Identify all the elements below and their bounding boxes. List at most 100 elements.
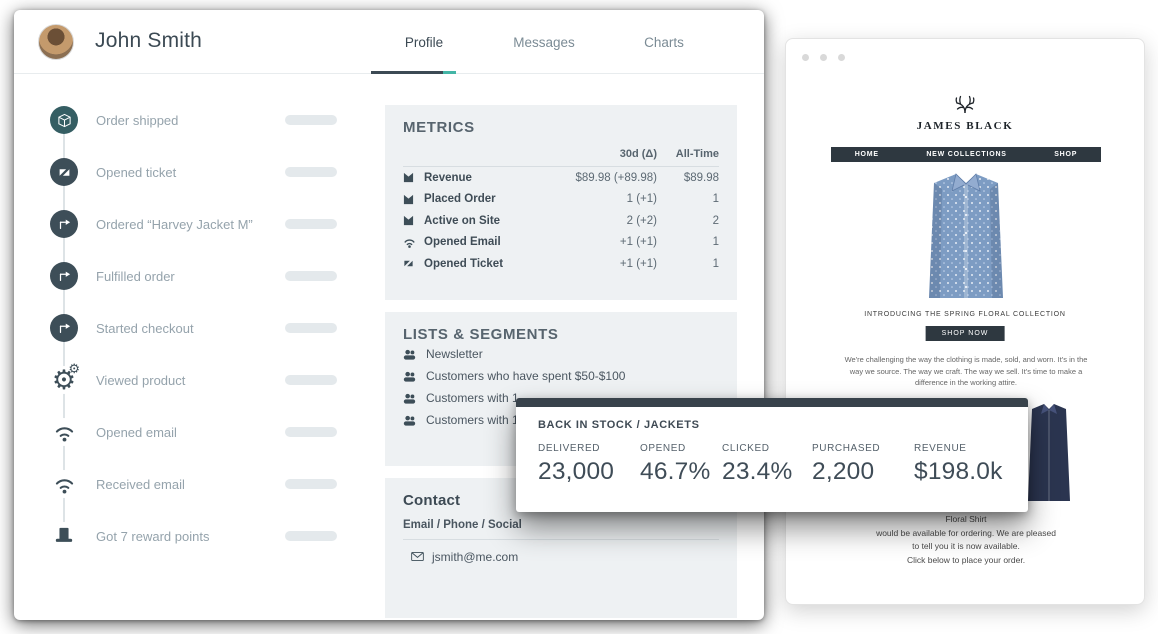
placeholder-bar: [285, 531, 337, 541]
tab-charts[interactable]: Charts: [604, 10, 724, 74]
stat-purchased: PURCHASED 2,200: [812, 443, 881, 485]
lists-title: LISTS & SEGMENTS: [403, 326, 559, 343]
email-body-text: We're challenging the way the clothing i…: [844, 355, 1088, 388]
active-tab-underline: [371, 71, 443, 74]
placeholder-bar: [285, 219, 337, 229]
window-dot-icon: [820, 54, 827, 61]
top-hat-icon: [50, 522, 78, 550]
metric-row-revenue: Revenue $89.98 (+89.98) $89.98: [403, 167, 719, 189]
metrics-column-headers: 30d (Δ) All-Time: [403, 148, 719, 167]
timeline-item-label: Got 7 reward points: [96, 528, 210, 544]
flag-chart-icon: [403, 172, 417, 183]
timeline-item-label: Opened email: [96, 424, 177, 440]
antlers-icon: [955, 95, 975, 114]
placeholder-bar: [285, 479, 337, 489]
page-title: John Smith: [95, 29, 203, 52]
stat-revenue: REVENUE $198.0k: [914, 443, 1003, 485]
order-arrow-icon: [50, 210, 78, 238]
people-icon: [403, 349, 418, 360]
campaign-stats-card: BACK IN STOCK / JACKETS DELIVERED 23,000…: [516, 398, 1028, 512]
email-headline: INTRODUCING THE SPRING FLORAL COLLECTION: [864, 311, 1066, 318]
email-preview-window: JAMES BLACK HOME NEW COLLECTIONS SHOP: [785, 38, 1145, 605]
timeline-item-label: Fulfilled order: [96, 268, 175, 284]
timeline-item-order-shipped[interactable]: Order shipped: [50, 106, 337, 134]
placeholder-bar: [285, 115, 337, 125]
placeholder-bar: [285, 427, 337, 437]
ticket-zendesk-icon: [403, 258, 417, 269]
stat-clicked: CLICKED 23.4%: [722, 443, 793, 485]
placeholder-bar: [285, 271, 337, 281]
placeholder-bar: [285, 323, 337, 333]
nav-shop[interactable]: SHOP: [1054, 151, 1078, 158]
metrics-panel: METRICS 30d (Δ) All-Time Revenue $89.98 …: [385, 105, 737, 300]
timeline-item-reward-points[interactable]: Got 7 reward points: [50, 522, 337, 550]
timeline-item-label: Started checkout: [96, 320, 194, 336]
order-arrow-icon: [50, 262, 78, 290]
order-arrow-icon: [50, 314, 78, 342]
contact-title: Contact: [403, 492, 461, 509]
flag-chart-icon: [403, 194, 417, 205]
navy-shirt-image: [1019, 400, 1079, 511]
timeline-item-started-checkout[interactable]: Started checkout: [50, 314, 337, 342]
timeline-item-ordered-product[interactable]: Ordered “Harvey Jacket M”: [50, 210, 337, 238]
list-item-spent-segment[interactable]: Customers who have spent $50-$100: [403, 365, 719, 387]
brand-logo: JAMES BLACK: [786, 95, 1144, 132]
col-alltime: All-Time: [675, 148, 719, 160]
activity-timeline: Order shipped Opened ticket Ordered “Har…: [50, 106, 337, 574]
timeline-item-opened-ticket[interactable]: Opened ticket: [50, 158, 337, 186]
people-icon: [403, 371, 418, 382]
window-dot-icon: [838, 54, 845, 61]
tab-profile[interactable]: Profile: [364, 10, 484, 74]
floral-shirt-image: [906, 169, 1026, 308]
profile-tabs: Profile Messages Charts: [364, 10, 724, 74]
timeline-item-label: Viewed product: [96, 372, 186, 388]
metrics-title: METRICS: [403, 119, 475, 136]
tab-messages[interactable]: Messages: [484, 10, 604, 74]
people-icon: [403, 415, 418, 426]
contact-email-value: jsmith@me.com: [432, 550, 519, 564]
metric-row-opened-email: Opened Email +1 (+1) 1: [403, 232, 719, 254]
timeline-item-label: Ordered “Harvey Jacket M”: [96, 216, 253, 232]
timeline-item-opened-email[interactable]: Opened email: [50, 418, 337, 446]
nav-new-collections[interactable]: NEW COLLECTIONS: [926, 151, 1007, 158]
flag-chart-icon: [403, 215, 417, 226]
email-signal-icon: [403, 237, 417, 248]
people-icon: [403, 393, 418, 404]
metric-row-placed-order: Placed Order 1 (+1) 1: [403, 189, 719, 211]
timeline-item-label: Order shipped: [96, 112, 179, 128]
package-box-icon: [50, 106, 78, 134]
nav-home[interactable]: HOME: [854, 151, 879, 158]
list-item-newsletter[interactable]: Newsletter: [403, 343, 719, 365]
contact-subtitle: Email / Phone / Social: [403, 519, 719, 540]
email-signal-icon: [50, 418, 78, 446]
list-item-segment-3[interactable]: Customers with 1: [403, 387, 719, 409]
envelope-icon: [411, 550, 424, 564]
ticket-zendesk-icon: [50, 158, 78, 186]
timeline-item-fulfilled-order[interactable]: Fulfilled order: [50, 262, 337, 290]
col-30d: 30d (Δ): [619, 148, 657, 160]
timeline-item-label: Received email: [96, 476, 185, 492]
shop-now-button[interactable]: SHOP NOW: [925, 326, 1005, 341]
email-footer-text: Floral Shirt would be available for orde…: [876, 514, 1056, 565]
metric-row-active-on-site: Active on Site 2 (+2) 2: [403, 210, 719, 232]
gear-icon: ⚙ ⚙: [50, 361, 80, 395]
metric-row-opened-ticket: Opened Ticket +1 (+1) 1: [403, 253, 719, 275]
stat-delivered: DELIVERED 23,000: [538, 443, 615, 485]
list-item-segment-4[interactable]: Customers with 1: [403, 409, 719, 431]
stats-row: DELIVERED 23,000 OPENED 46.7% CLICKED 23…: [538, 443, 1028, 486]
email-navbar: HOME NEW COLLECTIONS SHOP: [831, 147, 1101, 162]
timeline-item-received-email[interactable]: Received email: [50, 470, 337, 498]
placeholder-bar: [285, 375, 337, 385]
active-tab-accent: [443, 71, 456, 74]
profile-header: John Smith Profile Messages Charts: [14, 10, 764, 74]
contact-email-row[interactable]: jsmith@me.com: [403, 550, 719, 564]
customer-profile-card: John Smith Profile Messages Charts Order…: [14, 10, 764, 620]
stats-card-top-strip: [516, 398, 1028, 407]
email-signal-icon: [50, 470, 78, 498]
stats-card-title: BACK IN STOCK / JACKETS: [538, 419, 700, 431]
brand-name: JAMES BLACK: [916, 120, 1014, 132]
timeline-item-viewed-product[interactable]: ⚙ ⚙ Viewed product: [50, 361, 337, 395]
stat-opened: OPENED 46.7%: [640, 443, 711, 485]
timeline-item-label: Opened ticket: [96, 164, 177, 180]
